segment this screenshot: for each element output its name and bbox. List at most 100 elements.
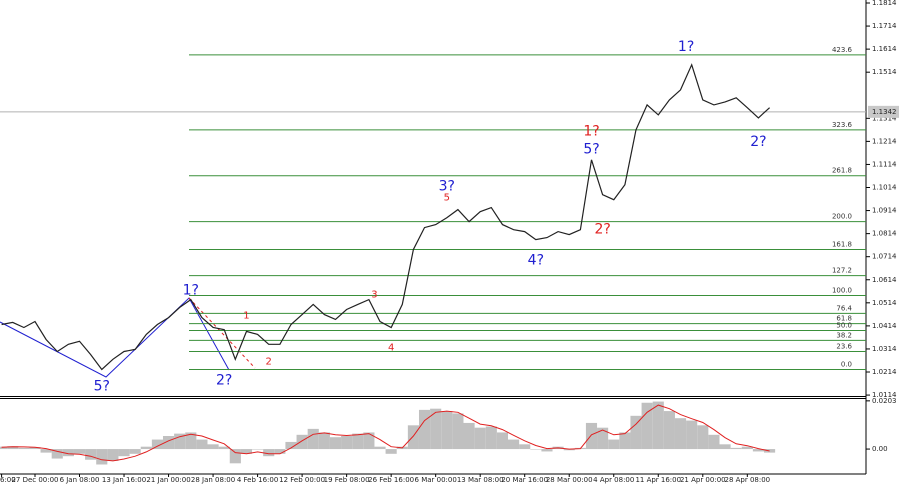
histogram-bar bbox=[630, 415, 642, 450]
wave-label: 2? bbox=[216, 372, 232, 388]
histogram-bar bbox=[207, 444, 219, 450]
wave-label: 2? bbox=[750, 134, 766, 150]
histogram-bar bbox=[752, 449, 765, 452]
histogram-bar bbox=[285, 441, 297, 450]
price-line bbox=[1, 63, 771, 371]
histogram-bar bbox=[51, 449, 63, 459]
histogram-bar bbox=[85, 449, 97, 460]
histogram-bar bbox=[218, 446, 230, 450]
histogram-bar bbox=[40, 449, 52, 453]
histogram-bar bbox=[452, 413, 464, 450]
fib-label: 200.0 bbox=[832, 213, 852, 221]
y-tick-label: 1.0114 bbox=[872, 391, 897, 399]
y-tick-label: 0.00 bbox=[872, 445, 888, 453]
histogram-bar bbox=[563, 449, 575, 451]
x-tick-label: 13 Jan 16:00 bbox=[102, 476, 146, 484]
x-tick-label: 12 Feb 00:00 bbox=[279, 476, 325, 484]
fib-label: 23.6 bbox=[836, 342, 852, 350]
x-tick-label: 28 Mar 00:00 bbox=[546, 476, 593, 484]
histogram-bar bbox=[352, 433, 364, 450]
fib-label: 423.6 bbox=[832, 46, 853, 54]
histogram-bar bbox=[296, 434, 308, 450]
wave-label: 2? bbox=[594, 222, 610, 238]
histogram-bar bbox=[608, 439, 620, 450]
histogram-bar bbox=[652, 401, 664, 450]
histogram-bar bbox=[508, 439, 520, 450]
histogram-bar bbox=[18, 447, 30, 450]
histogram-bar bbox=[730, 447, 742, 450]
wave-label: 4? bbox=[528, 253, 544, 269]
wave-label: 3? bbox=[439, 179, 455, 195]
histogram-bar bbox=[374, 446, 386, 450]
y-tick-label: 1.0314 bbox=[872, 345, 897, 353]
histogram-bar bbox=[185, 432, 197, 450]
wave-label: 5 bbox=[444, 193, 450, 204]
y-tick-label: 1.0414 bbox=[872, 322, 897, 330]
x-tick-label: 6:00 bbox=[0, 476, 16, 484]
histogram-bar bbox=[329, 437, 342, 450]
histogram-bar bbox=[485, 426, 497, 450]
histogram-bar bbox=[307, 428, 319, 450]
histogram-bar bbox=[719, 444, 731, 450]
x-tick-label: 27 Dec 00:00 bbox=[11, 476, 58, 484]
histogram-bar bbox=[341, 436, 353, 450]
histogram-bar bbox=[7, 446, 19, 450]
y-tick-label: 1.0514 bbox=[872, 299, 897, 307]
histogram-bar bbox=[597, 427, 609, 450]
histogram-bar bbox=[708, 434, 720, 450]
histogram-bar bbox=[407, 425, 419, 450]
wave-label: 3 bbox=[371, 290, 377, 301]
histogram-bar bbox=[174, 433, 186, 450]
fib-label: 161.8 bbox=[832, 241, 852, 249]
x-tick-label: 6 Jan 08:00 bbox=[60, 476, 100, 484]
histogram-bar bbox=[129, 449, 141, 454]
histogram-bar bbox=[530, 449, 542, 450]
x-tick-label: 6 Mar 00:00 bbox=[415, 476, 457, 484]
last-price-label: 1.1342 bbox=[872, 108, 897, 116]
histogram-bar bbox=[441, 411, 453, 450]
fib-label: 38.2 bbox=[836, 331, 852, 339]
histogram-bar bbox=[62, 449, 74, 457]
histogram-bar bbox=[430, 408, 442, 450]
x-tick-label: 20 Mar 16:00 bbox=[501, 476, 548, 484]
fib-label: 50.0 bbox=[836, 321, 852, 329]
fib-label: 61.8 bbox=[836, 315, 852, 323]
fib-label: 0.0 bbox=[841, 360, 852, 368]
y-tick-label: 0.0203 bbox=[872, 397, 897, 405]
histogram-bar bbox=[263, 449, 275, 457]
signal-line bbox=[1, 404, 770, 462]
histogram-bar bbox=[363, 432, 375, 450]
fib-label: 323.6 bbox=[832, 121, 853, 129]
y-tick-label: 1.1314 bbox=[872, 114, 897, 122]
x-tick-label: 4 Feb 16:00 bbox=[237, 476, 278, 484]
y-tick-label: 1.1614 bbox=[872, 45, 897, 53]
y-tick-label: 1.1214 bbox=[872, 137, 897, 145]
wave-line bbox=[0, 297, 230, 378]
histogram-bar bbox=[474, 427, 486, 450]
histogram-bar bbox=[619, 432, 631, 450]
fib-label: 261.8 bbox=[832, 167, 852, 175]
fib-label: 100.0 bbox=[832, 286, 852, 294]
y-tick-label: 1.1114 bbox=[872, 160, 897, 168]
histogram-bar bbox=[541, 449, 553, 452]
histogram-bar bbox=[0, 446, 8, 450]
histogram-bar bbox=[496, 432, 509, 450]
histogram-bar bbox=[162, 436, 175, 450]
x-tick-label: 19 Feb 08:00 bbox=[324, 476, 370, 484]
x-tick-label: 21 Apr 00:00 bbox=[680, 476, 726, 484]
histogram-bar bbox=[385, 449, 397, 454]
histogram-bar bbox=[196, 439, 208, 450]
histogram-bar bbox=[151, 439, 163, 450]
last-price-box bbox=[868, 105, 899, 118]
histogram-bar bbox=[519, 444, 531, 450]
wave-label: 4 bbox=[388, 343, 394, 354]
y-tick-label: 1.0614 bbox=[872, 276, 897, 284]
y-tick-label: 1.0814 bbox=[872, 230, 897, 238]
histogram-bar bbox=[318, 432, 330, 450]
wave-line bbox=[188, 297, 256, 369]
wave-label: 1? bbox=[183, 283, 199, 299]
x-tick-label: 28 Jan 08:00 bbox=[191, 476, 235, 484]
wave-label: 5? bbox=[94, 378, 110, 394]
